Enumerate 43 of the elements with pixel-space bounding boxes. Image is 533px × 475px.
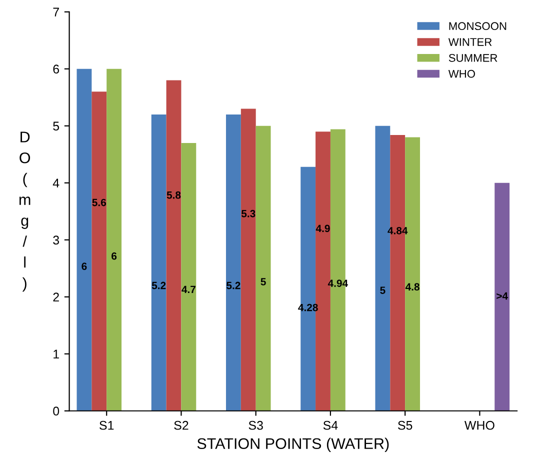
data-label: 5.3 <box>241 210 256 218</box>
data-label: 5.2 <box>226 282 240 290</box>
y-tick-label: 7 <box>53 8 59 16</box>
bar <box>226 114 241 411</box>
bar <box>151 114 166 411</box>
x-tick-label: S5 <box>398 420 412 430</box>
data-label: 5.8 <box>166 191 181 199</box>
y-tick-label: 3 <box>53 236 60 245</box>
y-tick-label: 6 <box>53 64 60 74</box>
legend-label: WHO <box>448 70 475 78</box>
data-label: 5.2 <box>152 282 166 290</box>
bar <box>494 182 510 411</box>
data-label: 6 <box>82 262 87 270</box>
y-tick-label: 2 <box>53 292 59 302</box>
y-axis-title: DO (mg/l) <box>19 132 30 292</box>
bar <box>256 126 271 411</box>
x-tick-label: S1 <box>100 420 114 430</box>
data-label: 5 <box>260 278 266 286</box>
legend-label: WINTER <box>448 38 492 46</box>
y-tick-label: 0 <box>53 406 60 416</box>
data-label: 4.9 <box>316 224 330 232</box>
data-label: 5.6 <box>92 198 106 206</box>
y-tick-label: 5 <box>53 122 60 131</box>
legend-label: SUMMER <box>448 54 498 62</box>
bar <box>76 68 92 411</box>
data-label: 5 <box>380 286 386 294</box>
y-tick-label: 4 <box>52 178 60 188</box>
legend-label: MONSOON <box>449 22 506 30</box>
data-label: >4 <box>496 292 508 300</box>
x-tick-label: WHO <box>464 420 494 430</box>
bar <box>106 68 122 411</box>
data-label: 6 <box>112 252 117 260</box>
y-tick-label: 1 <box>54 350 59 358</box>
bar <box>92 92 107 411</box>
data-label: 4.7 <box>182 286 196 294</box>
bar <box>166 80 182 411</box>
x-tick-label: S3 <box>248 420 263 430</box>
x-tick-label: S2 <box>174 420 188 430</box>
bar <box>240 108 256 411</box>
bar <box>181 142 196 411</box>
x-axis-title: STATION POINTS (WATER) <box>197 438 389 452</box>
data-label: 4.8 <box>405 283 420 291</box>
x-tick-label: S4 <box>323 420 338 430</box>
